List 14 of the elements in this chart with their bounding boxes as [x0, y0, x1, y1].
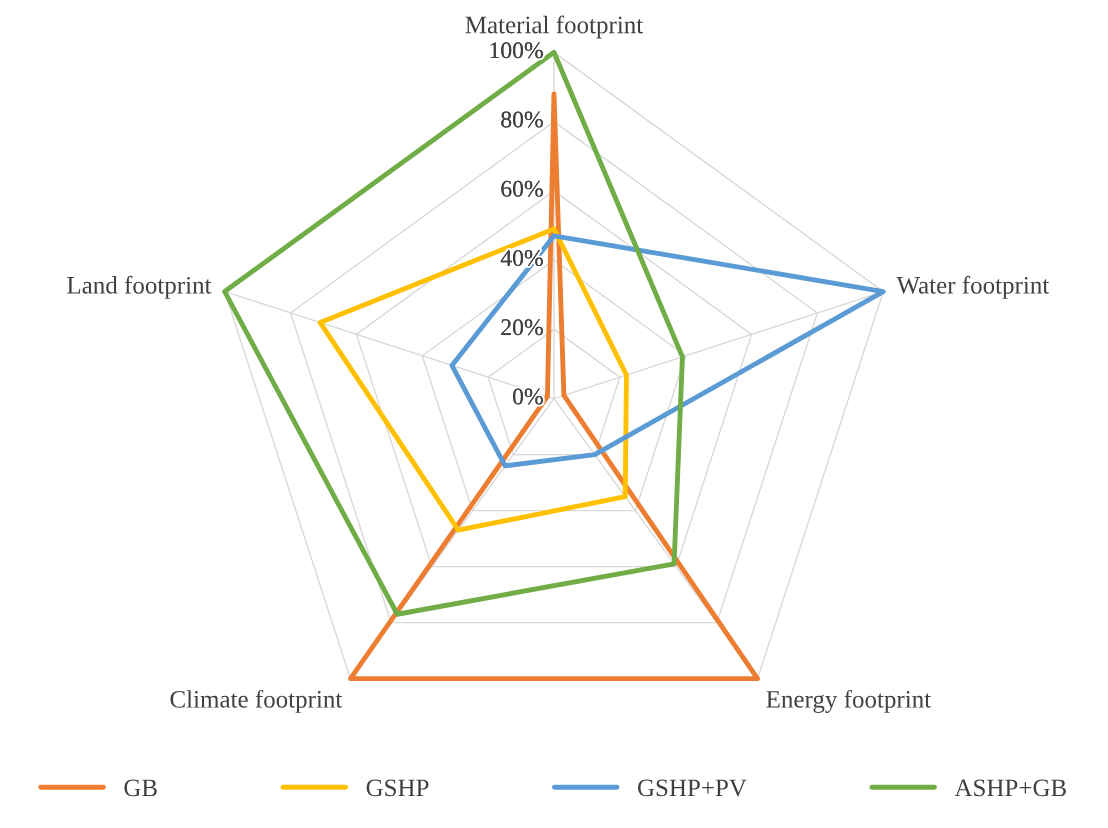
y-tick-label: 0% — [513, 388, 543, 405]
spoke-label: Climate footprint — [170, 689, 343, 713]
y-tick-label: 20% — [501, 319, 543, 336]
spoke-label: Land footprint — [67, 275, 212, 299]
legend-label: GSHP+PV — [637, 779, 747, 797]
legend-label: GB — [124, 779, 157, 797]
spoke-label: Water footprint — [896, 275, 1050, 299]
y-tick-label: 60% — [501, 180, 543, 197]
spoke-label: Energy footprint — [766, 689, 932, 713]
y-tick-label: 100% — [490, 42, 543, 59]
spoke-label: Material footprint — [465, 15, 644, 39]
legend-label: GSHP — [366, 779, 429, 797]
y-tick-label: 80% — [501, 111, 543, 128]
legend-label: ASHP+GB — [954, 779, 1066, 797]
